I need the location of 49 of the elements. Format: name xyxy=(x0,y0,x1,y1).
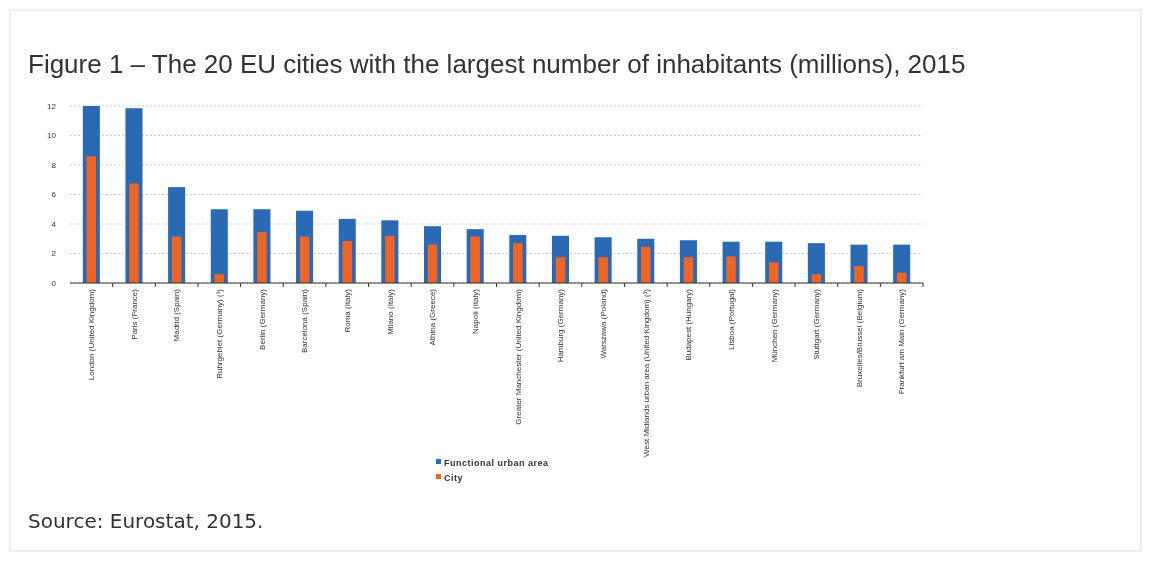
x-tick-label: Napoli (Italy) xyxy=(470,288,480,334)
bar xyxy=(513,243,523,283)
y-tick-label: 8 xyxy=(51,160,57,170)
bar xyxy=(470,236,480,283)
y-tick-label: 2 xyxy=(51,249,57,259)
bar xyxy=(86,156,97,283)
y-tick-label: 10 xyxy=(47,131,57,141)
y-tick-label: 12 xyxy=(47,101,57,111)
bar xyxy=(641,246,651,283)
x-tick-label: Bruxelles/Brussel (Belgium) xyxy=(854,288,864,388)
legend-label: Functional urban area xyxy=(444,457,550,468)
bar xyxy=(299,236,310,283)
x-tick-label: Athina (Greece) xyxy=(428,288,438,346)
y-tick-label: 4 xyxy=(51,219,57,229)
x-tick-label: Lisboa (Portugal) xyxy=(726,288,736,350)
x-tick-label: Budapest (Hungary) xyxy=(684,288,694,361)
x-tick-label: Paris (France) xyxy=(129,288,139,340)
bar xyxy=(854,266,864,283)
x-tick-label: West Midlands urban area (United Kingdom) (¹) xyxy=(641,288,651,457)
bar xyxy=(257,232,267,283)
x-tick-label: Warszawa (Poland) xyxy=(598,288,608,359)
bar xyxy=(129,183,139,283)
x-tick-label: Roma (Italy) xyxy=(343,288,353,333)
y-tick-label: 6 xyxy=(51,190,57,200)
legend-label: City xyxy=(444,472,464,483)
bar xyxy=(427,244,438,283)
bar xyxy=(342,240,352,283)
bar xyxy=(385,235,395,283)
bar xyxy=(769,262,779,283)
bar xyxy=(555,257,566,283)
x-tick-label: Berlin (Germany) xyxy=(257,288,267,350)
x-tick-label: Hamburg (Germany) xyxy=(556,288,566,363)
bar xyxy=(210,209,228,283)
x-tick-label: Greater Manchester (United Kingdom) xyxy=(513,288,523,425)
x-tick-label: Barcelona (Spain) xyxy=(300,288,310,354)
bar xyxy=(171,236,182,283)
x-tick-label: Madrid (Spain) xyxy=(172,288,182,342)
bar xyxy=(683,257,694,283)
x-tick-label: Ruhrgebiet (Germany) (¹) xyxy=(215,288,225,379)
x-tick-label: Frankfurt am Main (Germany) xyxy=(897,288,907,395)
x-tick-label: London (United Kingdom) xyxy=(87,288,97,381)
y-tick-label: 0 xyxy=(51,278,57,288)
x-tick-label: München (Germany) xyxy=(769,288,779,363)
x-tick-label: Milano (Italy) xyxy=(385,288,395,335)
bar xyxy=(726,256,736,283)
chart-title: Figure 1 – The 20 EU cities with the largest number of inhabitants (millions), 2015 xyxy=(28,49,966,79)
source-note: Source: Eurostat, 2015. xyxy=(28,509,264,533)
bar xyxy=(598,257,608,283)
x-tick-label: Stuttgart (Germany) xyxy=(812,288,822,360)
